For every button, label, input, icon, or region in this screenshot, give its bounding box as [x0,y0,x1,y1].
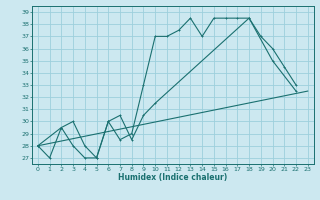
X-axis label: Humidex (Indice chaleur): Humidex (Indice chaleur) [118,173,228,182]
